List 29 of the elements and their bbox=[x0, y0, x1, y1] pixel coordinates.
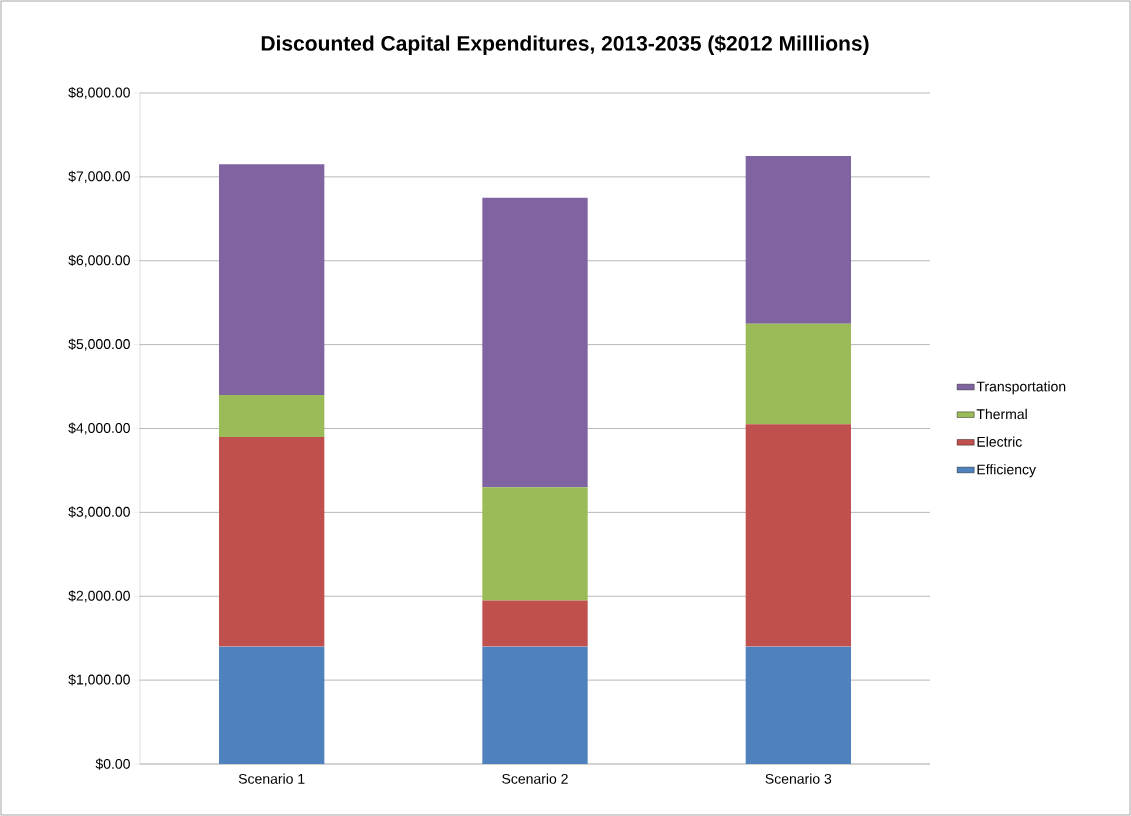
y-tick-label: $7,000.00 bbox=[68, 170, 130, 183]
bar bbox=[219, 164, 325, 395]
legend-label: Efficiency bbox=[977, 464, 1037, 478]
y-tick-label: $2,000.00 bbox=[68, 590, 130, 603]
chart-title: Discounted Capital Expenditures, 2013-2035 ($2012 Milllions) bbox=[261, 35, 869, 55]
bar bbox=[482, 487, 588, 601]
x-tick-label: Scenario 2 bbox=[502, 773, 568, 784]
bar bbox=[219, 436, 325, 647]
y-tick-label: $8,000.00 bbox=[68, 86, 130, 100]
bar bbox=[745, 424, 852, 647]
y-tick-label: $3,000.00 bbox=[68, 506, 130, 519]
y-tick-label: $6,000.00 bbox=[68, 254, 130, 267]
y-tick-label: $5,000.00 bbox=[68, 338, 130, 351]
bar bbox=[745, 155, 852, 324]
bar bbox=[219, 394, 325, 437]
bar bbox=[745, 646, 852, 764]
bar bbox=[219, 646, 325, 764]
bar bbox=[745, 323, 852, 425]
y-tick-label: $4,000.00 bbox=[68, 422, 130, 435]
legend-label: Transportation bbox=[976, 381, 1066, 395]
legend-label: Electric bbox=[977, 436, 1022, 447]
legend-label: Thermal bbox=[976, 408, 1027, 420]
x-tick-label: Scenario 1 bbox=[238, 773, 305, 784]
bar bbox=[482, 197, 588, 488]
bar bbox=[482, 646, 588, 764]
y-tick-label: $1,000.00 bbox=[68, 674, 130, 687]
bar bbox=[482, 600, 588, 647]
x-tick-label: Scenario 3 bbox=[765, 773, 832, 784]
y-tick-label: $0.00 bbox=[95, 758, 130, 770]
